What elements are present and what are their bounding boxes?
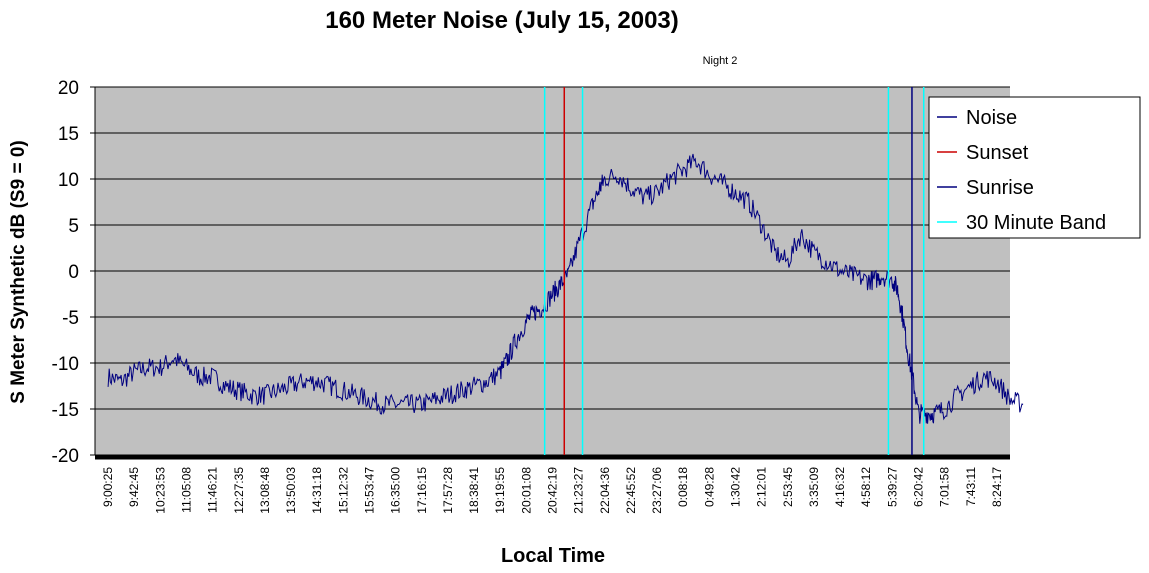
x-tick-label: 2:53:45 bbox=[781, 467, 795, 507]
x-tick-label: 7:43:11 bbox=[964, 467, 978, 506]
legend-box bbox=[928, 96, 1141, 239]
x-tick-label: 7:01:58 bbox=[938, 467, 952, 507]
x-tick-label: 0:08:18 bbox=[676, 467, 690, 507]
x-axis-label: Local Time bbox=[501, 545, 605, 567]
x-tick-label: 17:57:28 bbox=[441, 467, 455, 514]
x-tick-label: 15:12:32 bbox=[336, 467, 350, 514]
series-line-noise bbox=[107, 153, 1024, 424]
x-tick-label: 3:35:09 bbox=[807, 467, 821, 507]
x-tick-label: 9:42:45 bbox=[127, 467, 141, 507]
x-tick-label: 20:42:19 bbox=[546, 467, 560, 514]
legend-label: Sunset bbox=[966, 142, 1029, 164]
x-tick-label: 16:35:00 bbox=[389, 467, 403, 514]
x-tick-label: 9:00:25 bbox=[101, 467, 115, 507]
x-tick-label: 4:16:32 bbox=[833, 467, 847, 507]
chart-subtitle: Night 2 bbox=[703, 55, 738, 67]
y-tick-label: 20 bbox=[58, 78, 79, 99]
x-tick-label: 8:24:17 bbox=[990, 467, 1004, 507]
x-tick-label: 2:12:01 bbox=[755, 467, 769, 507]
x-tick-label: 6:20:42 bbox=[912, 467, 926, 507]
x-tick-label: 10:23:53 bbox=[153, 467, 167, 514]
x-tick-label: 0:49:28 bbox=[702, 467, 716, 507]
x-tick-label: 22:45:52 bbox=[624, 467, 638, 514]
x-tick-label: 15:53:47 bbox=[363, 467, 377, 514]
y-tick-label: -15 bbox=[52, 400, 79, 421]
x-tick-label: 12:27:35 bbox=[232, 467, 246, 514]
x-tick-label: 1:30:42 bbox=[729, 467, 743, 507]
x-tick-label: 14:31:18 bbox=[310, 467, 324, 514]
legend-label: Noise bbox=[966, 107, 1017, 129]
legend-label: 30 Minute Band bbox=[966, 212, 1106, 234]
plot-area: 20 15 10 5 0 -5 -10 -15 -20 9:00:25 9:42:45 10:23:5… bbox=[52, 78, 1024, 514]
y-tick-label: -5 bbox=[62, 308, 79, 329]
y-tick-label: 10 bbox=[58, 170, 79, 191]
x-tick-label: 11:46:21 bbox=[206, 467, 220, 513]
x-tick-label: 4:58:12 bbox=[859, 467, 873, 507]
y-tick-label: -10 bbox=[52, 354, 79, 375]
x-tick-label: 13:08:48 bbox=[258, 467, 272, 514]
y-tick-label: 0 bbox=[68, 262, 79, 283]
x-tick-label: 22:04:36 bbox=[598, 467, 612, 514]
chart-title: 160 Meter Noise (July 15, 2003) bbox=[325, 7, 679, 34]
x-tick-label: 5:39:27 bbox=[885, 467, 899, 507]
x-tick-label: 17:16:15 bbox=[415, 467, 429, 514]
x-tick-label: 19:19:55 bbox=[493, 467, 507, 514]
legend-label: Sunrise bbox=[966, 177, 1034, 199]
y-tick-label: 15 bbox=[58, 124, 79, 145]
x-tick-label: 21:23:27 bbox=[572, 467, 586, 514]
x-tick-label: 20:01:08 bbox=[519, 467, 533, 514]
y-tick-label: 5 bbox=[68, 216, 79, 237]
y-tick-label: -20 bbox=[52, 446, 79, 467]
x-tick-label: 23:27:06 bbox=[650, 467, 664, 514]
x-tick-label: 18:38:41 bbox=[467, 467, 481, 514]
y-axis-label: S Meter Synthetic dB (S9 = 0) bbox=[8, 140, 29, 403]
legend: Noise Sunset Sunrise 30 Minute Band bbox=[928, 96, 1141, 239]
x-tick-label: 13:50:03 bbox=[284, 467, 298, 514]
x-tick-label: 11:05:08 bbox=[180, 467, 194, 513]
